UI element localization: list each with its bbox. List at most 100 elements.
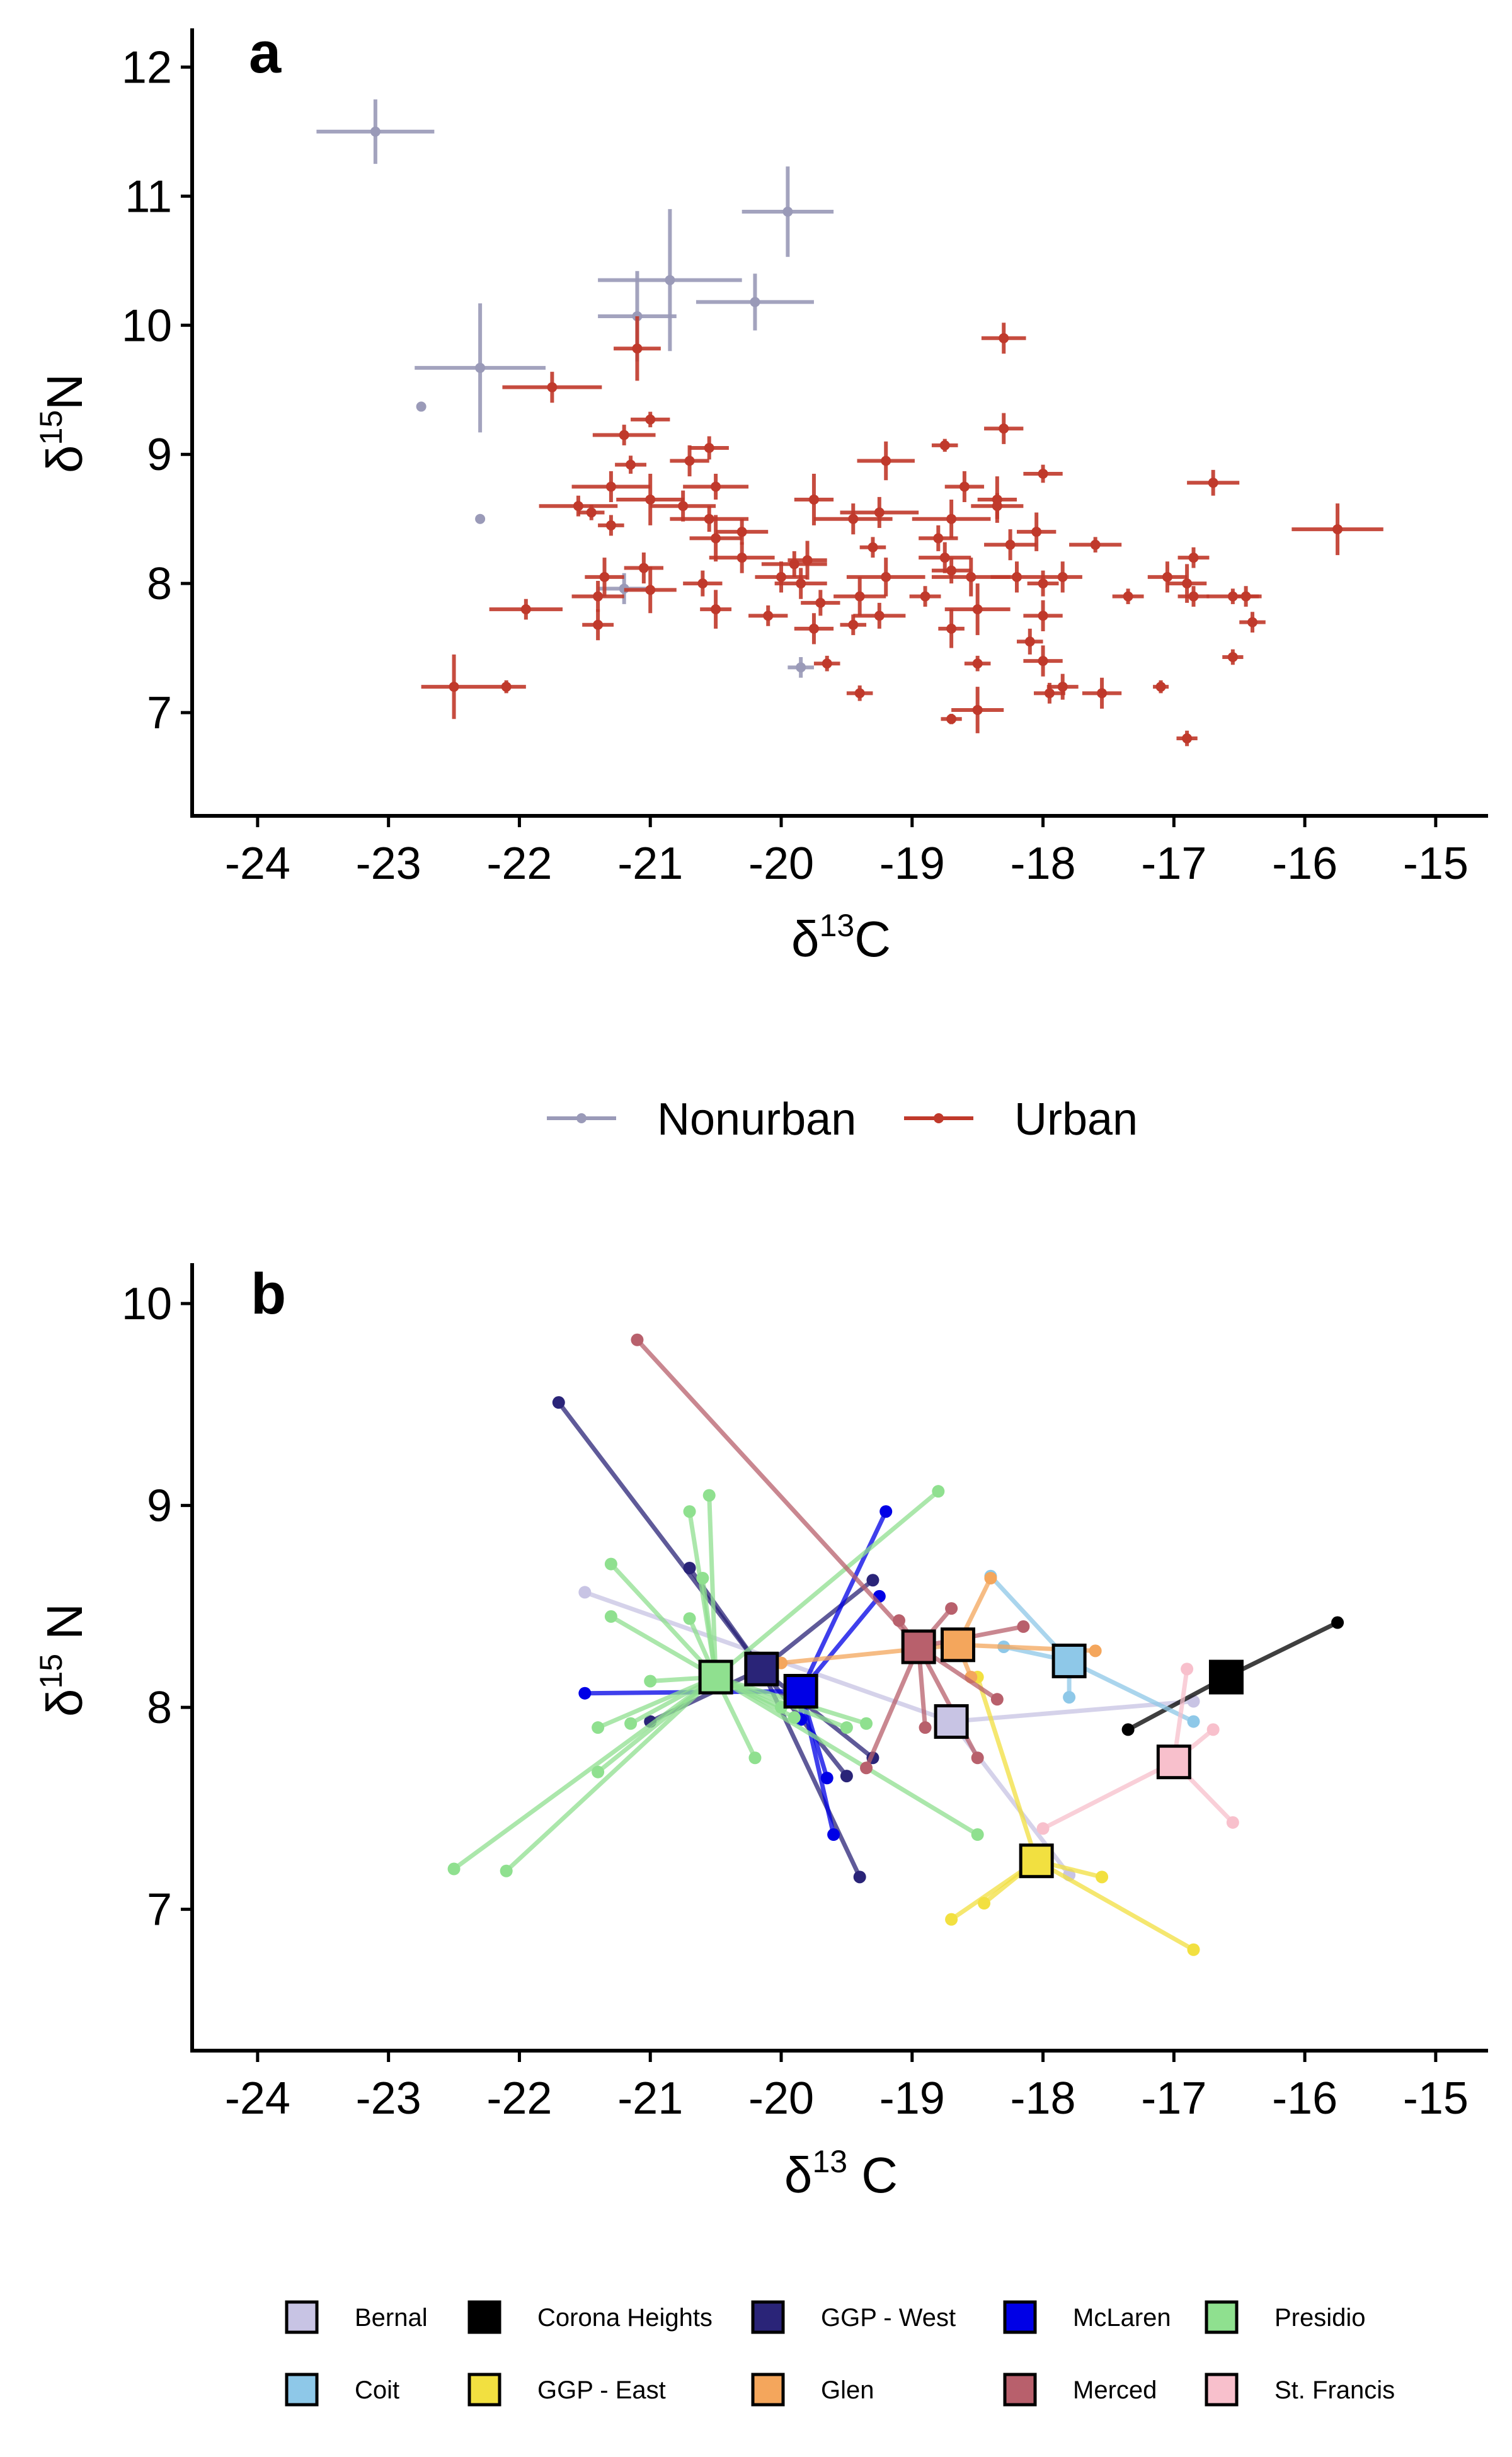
- data-point: [736, 553, 747, 563]
- spoke-line: [610, 1614, 717, 1680]
- panel-b-y-tick-label: 8: [147, 1683, 172, 1733]
- panel-a-x-tick-label: -22: [486, 839, 552, 889]
- data-point: [683, 1561, 696, 1574]
- panel-b-legend: Bernal Corona Heights GGP - West McLaren Pre…: [285, 2300, 1395, 2407]
- data-point: [683, 1612, 696, 1625]
- legend-label: Glen: [821, 2376, 874, 2404]
- data-point: [1017, 1620, 1030, 1633]
- legend-label: Urban: [1014, 1094, 1138, 1145]
- panel-b-marks: [447, 1333, 1344, 1956]
- group-ggp-east: [945, 1671, 1200, 1956]
- centroid-marker: [934, 1704, 969, 1739]
- data-point: [999, 423, 1009, 434]
- data-point: [959, 481, 970, 492]
- data-point: [736, 527, 747, 537]
- data-point: [711, 481, 721, 492]
- panel-b: -24 -23 -22 -21 -20 -19 -18 -17 -16 -15 7 8 9 10 b δ1…: [33, 1262, 1488, 2407]
- data-point: [644, 1675, 657, 1688]
- panel-b-x-tick-label: -19: [879, 2073, 945, 2124]
- panel-a-x-tick-label: -18: [1011, 839, 1076, 889]
- data-point: [704, 513, 714, 524]
- spoke-line: [505, 1675, 718, 1873]
- legend-label: McLaren: [1073, 2304, 1171, 2332]
- panel-b-x-axis-title: δ13 C: [784, 2144, 898, 2203]
- data-point: [1182, 578, 1193, 589]
- spoke-line: [760, 1667, 874, 1760]
- panel-a-y-tick-label: 8: [147, 559, 172, 609]
- data-point: [1005, 539, 1016, 550]
- data-point: [1155, 682, 1166, 692]
- centroid-marker: [744, 1651, 779, 1687]
- legend-key-point: [934, 1113, 944, 1123]
- legend-label: GGP - East: [537, 2376, 666, 2404]
- legend-label: Nonurban: [657, 1094, 856, 1145]
- panel-a-y-tick-label: 11: [125, 171, 172, 222]
- spoke-line: [714, 1675, 979, 1837]
- data-point: [645, 414, 656, 425]
- data-point: [592, 1721, 605, 1734]
- data-point: [750, 297, 760, 307]
- panel-b-x-tick-label: -18: [1011, 2073, 1076, 2124]
- data-point: [848, 513, 859, 524]
- data-point: [1024, 636, 1035, 647]
- data-point: [552, 1396, 565, 1409]
- data-point: [447, 1862, 461, 1876]
- data-point: [966, 571, 976, 582]
- panel-a-x-tick-label: -20: [748, 839, 814, 889]
- data-point: [645, 494, 656, 505]
- data-point: [978, 1897, 991, 1910]
- data-point: [868, 542, 878, 553]
- data-point: [1090, 539, 1101, 550]
- data-point: [1044, 688, 1055, 699]
- data-point: [370, 126, 381, 137]
- data-point: [684, 455, 695, 466]
- data-point: [853, 1870, 866, 1884]
- legend-swatch: [1205, 2373, 1239, 2407]
- data-point: [879, 1505, 893, 1518]
- data-point: [808, 494, 819, 505]
- data-point: [547, 382, 558, 392]
- data-point: [881, 571, 891, 582]
- data-point: [1181, 1663, 1194, 1676]
- legend-label: Corona Heights: [537, 2304, 713, 2332]
- data-point: [1226, 1816, 1239, 1829]
- data-point: [840, 1770, 853, 1783]
- data-point: [578, 1687, 592, 1700]
- data-point: [593, 591, 604, 602]
- data-point: [820, 1772, 833, 1785]
- legend-swatch: [1003, 2373, 1037, 2407]
- data-point: [920, 591, 931, 602]
- data-point: [854, 688, 865, 699]
- data-point: [782, 206, 793, 217]
- data-point: [501, 682, 512, 692]
- panel-a: -24 -23 -22 -21 -20 -19 -18 -17 -16 -15789101112 …: [33, 21, 1488, 1145]
- data-point: [599, 571, 610, 582]
- spoke-line: [609, 1562, 718, 1679]
- data-point: [1123, 591, 1133, 602]
- panel-b-x-tick-label: -17: [1141, 2073, 1206, 2124]
- data-point: [678, 501, 689, 512]
- spoke-line: [597, 1675, 717, 1730]
- data-point: [854, 591, 865, 602]
- panel-a-y-tick-label: 9: [147, 430, 172, 480]
- data-point: [802, 555, 813, 566]
- data-point: [1182, 733, 1193, 744]
- data-point: [946, 623, 957, 634]
- data-point: [763, 610, 774, 621]
- data-point: [711, 604, 721, 615]
- data-point: [984, 1572, 997, 1584]
- centroid-marker: [1156, 1744, 1191, 1780]
- data-point: [1038, 610, 1048, 621]
- data-point: [578, 1586, 592, 1599]
- data-point: [992, 501, 1002, 512]
- centroid-marker: [1208, 1659, 1244, 1695]
- data-point: [624, 1717, 638, 1730]
- panel-b-y-tick-label: 7: [147, 1885, 172, 1935]
- data-point: [971, 1751, 984, 1765]
- centroid-marker: [1051, 1643, 1087, 1678]
- legend-key-point: [576, 1113, 587, 1123]
- data-point: [1187, 1715, 1200, 1728]
- legend-swatch: [467, 2373, 501, 2407]
- data-point: [866, 1574, 879, 1587]
